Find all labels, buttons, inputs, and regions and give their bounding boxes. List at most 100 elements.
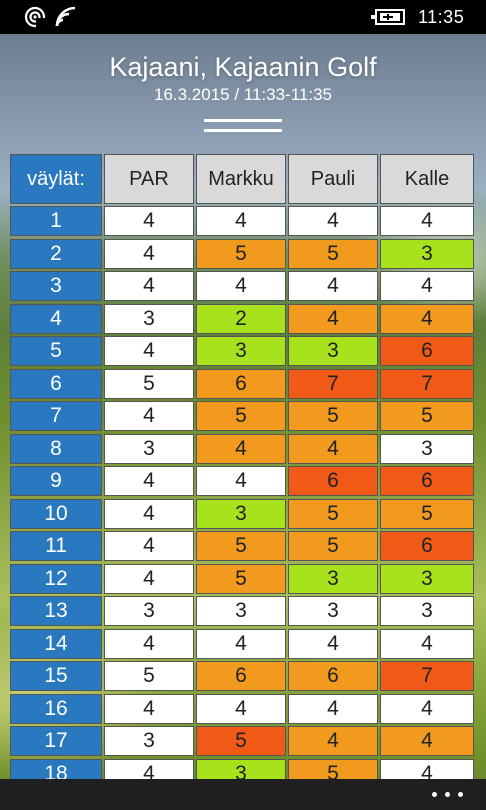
score-cell[interactable]: 3	[380, 238, 474, 269]
score-cell[interactable]: 4	[196, 433, 286, 464]
par-cell: 4	[104, 238, 194, 269]
score-cell[interactable]: 5	[196, 531, 286, 561]
score-cell[interactable]: 5	[288, 531, 378, 561]
hole-number-cell: 10	[10, 498, 102, 529]
hole-number-cell: 15	[10, 661, 102, 691]
score-cell[interactable]: 5	[196, 563, 286, 594]
score-cell[interactable]: 3	[196, 596, 286, 626]
clock-time: 11:35	[418, 7, 465, 27]
hole-number-cell: 1	[10, 206, 102, 236]
table-row[interactable]: 14 4 4 4 4	[10, 628, 474, 659]
score-cell[interactable]: 5	[380, 401, 474, 431]
score-cell[interactable]: 3	[288, 563, 378, 594]
score-cell[interactable]: 4	[288, 206, 378, 236]
score-cell[interactable]: 2	[196, 303, 286, 334]
column-header: PAR	[104, 154, 194, 204]
score-cell[interactable]: 5	[288, 498, 378, 529]
double-line-menu-icon	[204, 119, 282, 122]
score-cell[interactable]: 5	[288, 238, 378, 269]
score-cell[interactable]: 4	[196, 206, 286, 236]
score-cell[interactable]: 4	[380, 206, 474, 236]
scorecard-table: väylät: PAR Markku Pauli Kalle 1 4 4 4 4 2 4 5 5 3 3 4 4 4…	[10, 154, 474, 784]
score-cell[interactable]: 4	[288, 303, 378, 334]
score-cell[interactable]: 3	[380, 433, 474, 464]
table-row[interactable]: 15 5 6 6 7	[10, 661, 474, 691]
score-cell[interactable]: 5	[380, 498, 474, 529]
column-header: Pauli	[288, 154, 378, 204]
score-cell[interactable]: 3	[380, 596, 474, 626]
score-cell[interactable]: 4	[196, 271, 286, 301]
par-cell: 4	[104, 206, 194, 236]
signal-icon	[24, 6, 46, 28]
score-cell[interactable]: 7	[380, 661, 474, 691]
par-cell: 3	[104, 303, 194, 334]
score-cell[interactable]: 3	[288, 596, 378, 626]
score-cell[interactable]: 3	[196, 498, 286, 529]
page-subtitle: 16.3.2015 / 11:33-11:35	[153, 85, 333, 104]
score-cell[interactable]: 7	[288, 368, 378, 399]
par-cell: 5	[104, 661, 194, 691]
score-cell[interactable]: 6	[196, 661, 286, 691]
score-cell[interactable]: 4	[196, 693, 286, 724]
score-cell[interactable]: 5	[196, 238, 286, 269]
par-cell: 4	[104, 531, 194, 561]
table-row[interactable]: 10 4 3 5 5	[10, 498, 474, 529]
score-cell[interactable]: 4	[288, 628, 378, 659]
table-row[interactable]: 16 4 4 4 4	[10, 693, 474, 724]
score-cell[interactable]: 4	[380, 271, 474, 301]
column-header: Markku	[196, 154, 286, 204]
score-cell[interactable]: 3	[196, 336, 286, 366]
hole-number-cell: 12	[10, 563, 102, 594]
column-header: väylät:	[10, 154, 102, 204]
score-cell[interactable]: 3	[288, 336, 378, 366]
score-cell[interactable]: 4	[196, 628, 286, 659]
battery-charging-icon	[371, 9, 405, 25]
score-cell[interactable]: 7	[380, 368, 474, 399]
page-header: Kajaani, Kajaanin Golf 16.3.2015 / 11:33…	[0, 50, 486, 106]
score-cell[interactable]: 4	[196, 466, 286, 496]
table-row[interactable]: 17 3 5 4 4	[10, 726, 474, 756]
status-bar: 11:35	[0, 0, 486, 34]
score-cell[interactable]: 6	[288, 661, 378, 691]
score-cell[interactable]: 5	[288, 401, 378, 431]
score-cell[interactable]: 4	[288, 726, 378, 756]
hole-number-cell: 13	[10, 596, 102, 626]
par-cell: 3	[104, 596, 194, 626]
score-cell[interactable]: 4	[380, 726, 474, 756]
hole-number-cell: 8	[10, 433, 102, 464]
score-cell[interactable]: 5	[196, 726, 286, 756]
menu-button[interactable]	[204, 119, 282, 135]
ellipsis-icon[interactable]	[432, 792, 466, 798]
hole-number-cell: 9	[10, 466, 102, 496]
score-cell[interactable]: 6	[380, 466, 474, 496]
score-cell[interactable]: 4	[288, 693, 378, 724]
score-cell[interactable]: 6	[380, 336, 474, 366]
table-row[interactable]: 12 4 5 3 3	[10, 563, 474, 594]
score-cell[interactable]: 4	[288, 433, 378, 464]
score-cell[interactable]: 4	[380, 693, 474, 724]
score-cell[interactable]: 5	[196, 401, 286, 431]
par-cell: 4	[104, 563, 194, 594]
par-cell: 4	[104, 401, 194, 431]
score-cell[interactable]: 4	[380, 303, 474, 334]
score-cell[interactable]: 6	[380, 531, 474, 561]
score-cell[interactable]: 3	[380, 563, 474, 594]
hole-number-cell: 16	[10, 693, 102, 724]
score-cell[interactable]: 6	[196, 368, 286, 399]
score-cell[interactable]: 4	[380, 628, 474, 659]
score-cell[interactable]: 6	[288, 466, 378, 496]
par-cell: 4	[104, 693, 194, 724]
table-row[interactable]: 11 4 5 5 6	[10, 531, 474, 561]
table-row[interactable]: 13 3 3 3 3	[10, 596, 474, 626]
app-bar	[0, 779, 486, 810]
score-cell[interactable]: 4	[288, 271, 378, 301]
